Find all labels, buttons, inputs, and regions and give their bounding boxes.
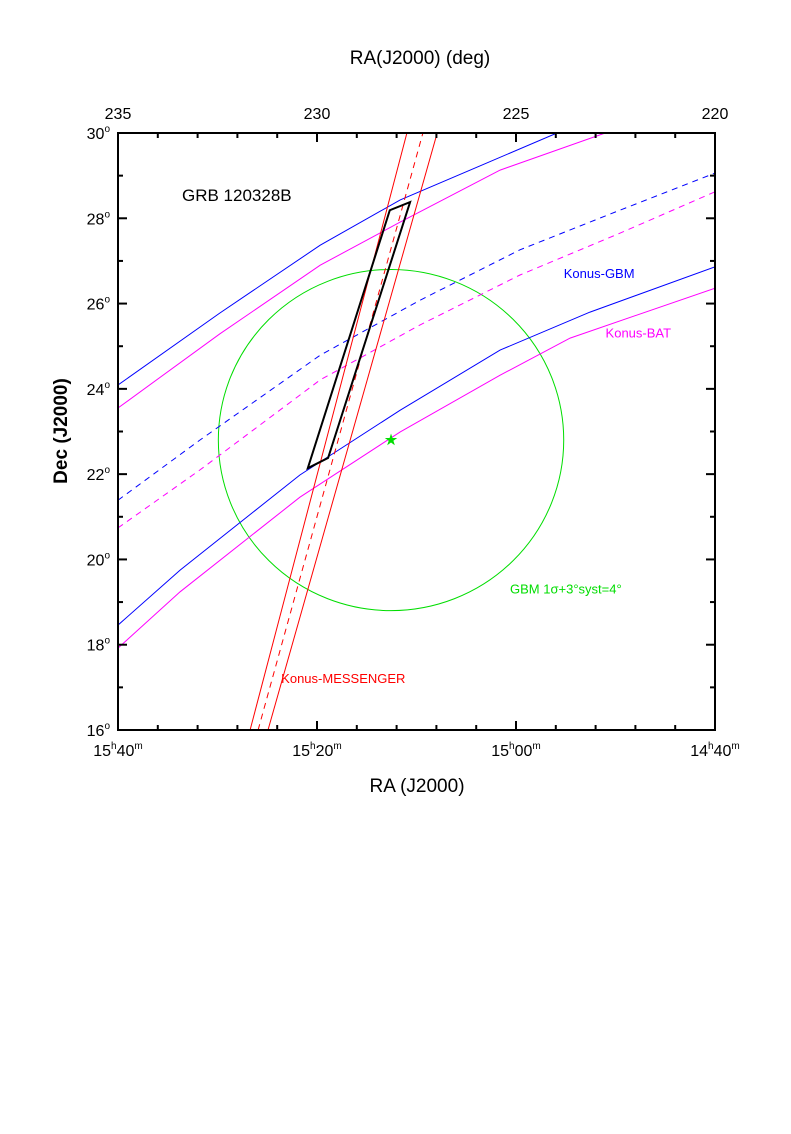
series-label-0: Konus-GBM — [564, 266, 635, 281]
series-line-1 — [118, 133, 606, 409]
series-line-7 — [257, 133, 424, 730]
y-tick-label: 20o — [87, 550, 111, 569]
series-label-2: GBM 1σ+3°syst=4° — [510, 582, 622, 597]
bottom-tick-label: 15h00m — [491, 741, 541, 760]
series-line-3 — [118, 191, 715, 529]
y-tick-label: 22o — [87, 465, 111, 484]
series-line-2 — [118, 172, 715, 501]
plot-area — [118, 133, 715, 730]
series-line-9 — [306, 200, 412, 471]
burst-position-star — [384, 433, 398, 446]
y-tick-label: 24o — [87, 380, 111, 399]
y-tick-label: 30o — [87, 124, 111, 143]
y-tick-label: 26o — [87, 295, 111, 314]
bottom-tick-label: 15h40m — [93, 741, 143, 760]
top-tick-label: 225 — [503, 106, 530, 123]
y-axis-title: Dec (J2000) — [51, 378, 72, 484]
series-line-4 — [118, 266, 715, 626]
x-axis-title: RA (J2000) — [369, 776, 464, 797]
y-tick-label: 16o — [87, 721, 111, 740]
chart-title: GRB 120328B — [182, 186, 292, 205]
top-tick-label: 220 — [702, 106, 729, 123]
series-line-5 — [118, 287, 715, 649]
series-line-0 — [118, 133, 558, 386]
series-line-8 — [267, 133, 438, 730]
series-label-1: Konus-BAT — [606, 326, 672, 341]
top-tick-label: 235 — [105, 106, 132, 123]
bottom-tick-label: 14h40m — [690, 741, 740, 760]
series-line-6 — [249, 133, 408, 730]
bottom-tick-label: 15h20m — [292, 741, 342, 760]
top-tick-label: 230 — [304, 106, 331, 123]
series-label-3: Konus-MESSENGER — [281, 671, 405, 686]
plot-frame — [117, 132, 716, 731]
top-axis-title: RA(J2000) (deg) — [350, 48, 490, 69]
y-tick-label: 18o — [87, 636, 111, 655]
gbm-error-circle — [217, 268, 565, 612]
y-tick-label: 28o — [87, 209, 111, 228]
